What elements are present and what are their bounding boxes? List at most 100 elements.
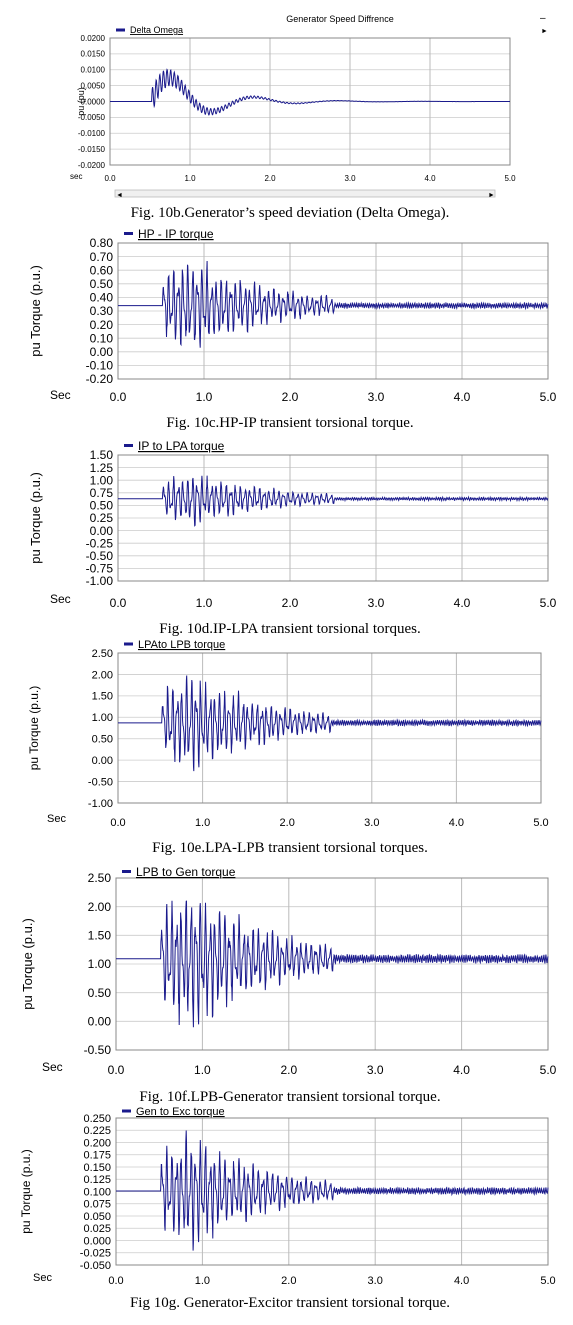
x-tick-label: 0.0 <box>110 596 127 610</box>
y-tick-label: 1.50 <box>90 448 114 462</box>
y-axis-label: pu Torque (p.u.) <box>27 686 41 771</box>
figure-caption: Fig 10g. Generator-Excitor transient tor… <box>130 1295 450 1311</box>
x-tick-label: 1.0 <box>195 817 210 829</box>
minimize-icon: – <box>540 13 546 24</box>
y-tick-label: 0.225 <box>83 1125 111 1137</box>
y-tick-label: -0.025 <box>80 1248 111 1260</box>
y-tick-label: 1.50 <box>88 929 112 943</box>
figure-caption: Fig. 10f.LPB-Generator transient torsion… <box>139 1089 440 1105</box>
y-tick-label: -0.0200 <box>78 161 106 170</box>
y-tick-label: 1.25 <box>90 461 114 475</box>
chart-2: 0.800.700.600.500.400.300.200.100.00-0.1… <box>28 227 557 431</box>
legend-label: IP to LPA torque <box>138 439 225 453</box>
chart-1: 0.0200 0.0150 0.0100 0.0050 0.0000 -0.0050 -0.… <box>70 13 548 221</box>
x-tick-label: 3.0 <box>368 390 385 404</box>
y-tick-label: 1.50 <box>92 691 113 703</box>
y-tick-label: 0.050 <box>83 1211 111 1223</box>
y-tick-label: 0.0150 <box>81 50 106 59</box>
y-tick-label: 0.100 <box>83 1186 111 1198</box>
y-tick-label: 0.200 <box>83 1137 111 1149</box>
y-axis-label: pu (pu) <box>76 87 86 116</box>
x-tick-label: 0.0 <box>108 1275 123 1287</box>
y-tick-label: 0.150 <box>83 1162 111 1174</box>
x-tick-label: 5.0 <box>540 390 557 404</box>
y-tick-label: 0.0000 <box>81 97 106 106</box>
chart-3: 1.501.251.000.750.500.250.00-0.25-0.50-0… <box>28 439 557 637</box>
x-axis-label: Sec <box>47 813 66 825</box>
y-axis-label: pu Torque (p.u.) <box>28 472 43 564</box>
y-tick-label: 0.60 <box>90 263 114 277</box>
y-tick-label: -0.50 <box>88 776 113 788</box>
legend-swatch <box>124 642 133 646</box>
x-tick-label: 2.0 <box>280 817 295 829</box>
y-tick-label: 0.00 <box>90 524 114 538</box>
y-tick-label: 0.000 <box>83 1235 111 1247</box>
y-tick-label: -1.00 <box>88 798 113 810</box>
series-line <box>110 68 510 116</box>
x-tick-label: 5.0 <box>540 596 557 610</box>
y-tick-label: -0.20 <box>86 372 114 386</box>
y-tick-label: -1.00 <box>86 574 114 588</box>
x-tick-label: 5.0 <box>504 174 516 183</box>
x-tick-label: 1.0 <box>196 390 213 404</box>
y-tick-label: 0.075 <box>83 1199 111 1211</box>
y-tick-label: 0.0100 <box>81 66 106 75</box>
x-axis-label: sec <box>70 172 82 181</box>
x-tick-label: 5.0 <box>540 1063 557 1077</box>
legend-label: Delta Omega <box>130 25 183 35</box>
y-tick-label: 2.00 <box>92 669 113 681</box>
figure-caption: Fig. 10c.HP-IP transient torsional torqu… <box>166 415 413 431</box>
figure-caption: Fig. 10e.LPA-LPB transient torsional tor… <box>152 840 428 856</box>
x-tick-label: 3.0 <box>364 817 379 829</box>
y-tick-label: 0.50 <box>90 499 114 513</box>
plot-frame <box>115 877 549 1051</box>
x-tick-label: 0.0 <box>110 390 127 404</box>
y-tick-label: 0.250 <box>83 1113 111 1125</box>
series-line <box>116 900 549 1028</box>
horizontal-scrollbar[interactable] <box>114 189 496 198</box>
x-tick-label: 3.0 <box>368 1275 383 1287</box>
y-tick-label: 0.00 <box>88 1015 112 1029</box>
x-tick-label: 1.0 <box>196 596 213 610</box>
series-line <box>116 1130 549 1251</box>
x-tick-label: 4.0 <box>453 1063 470 1077</box>
y-axis-label: pu Torque (p.u.) <box>19 1149 33 1234</box>
chart-4: 2.50 2.00 1.50 1.00 0.50 0.00 -0.50 -1.00 0.0 1.0… <box>27 639 549 856</box>
y-tick-label: 0.40 <box>90 291 114 305</box>
x-tick-label: 3.0 <box>344 174 356 183</box>
series-line <box>118 675 542 772</box>
y-tick-label: 0.50 <box>88 986 112 1000</box>
y-tick-label: 0.00 <box>90 345 114 359</box>
y-tick-label: 0.025 <box>83 1223 111 1235</box>
x-tick-label: 4.0 <box>454 596 471 610</box>
x-tick-label: 2.0 <box>280 1063 297 1077</box>
x-tick-label: 1.0 <box>195 1275 210 1287</box>
y-tick-label: -0.10 <box>86 359 114 373</box>
chart-5: 2.50 2.00 1.50 1.00 0.50 0.00 -0.50 0.0 1.0 2.0 3.… <box>20 865 557 1105</box>
x-tick-label: 2.0 <box>282 390 299 404</box>
x-tick-label: 3.0 <box>368 596 385 610</box>
x-tick-label: 0.0 <box>110 817 125 829</box>
y-tick-label: 0.70 <box>90 250 114 264</box>
y-tick-label: -0.0150 <box>78 145 106 154</box>
x-tick-label: 1.0 <box>194 1063 211 1077</box>
legend-swatch <box>124 232 133 235</box>
legend-label: LPAto LPB torque <box>138 639 225 651</box>
y-tick-label: 0.00 <box>92 755 113 767</box>
x-axis-label: Sec <box>33 1272 52 1284</box>
x-tick-label: 2.0 <box>281 1275 296 1287</box>
legend-label: Gen to Exc torque <box>136 1106 225 1118</box>
figure-caption: Fig. 10d.IP-LPA transient torsional torq… <box>159 621 421 637</box>
legend-label: HP - IP torque <box>138 227 214 241</box>
x-tick-label: 2.0 <box>264 174 276 183</box>
legend-swatch <box>124 444 133 447</box>
chart-title: Generator Speed Diffrence <box>286 14 393 24</box>
series-line <box>118 475 549 527</box>
plot-frame <box>117 242 549 380</box>
y-tick-label: -0.25 <box>86 536 114 550</box>
y-tick-label: -0.75 <box>86 562 114 576</box>
y-tick-label: 0.30 <box>90 304 114 318</box>
x-tick-label: 2.0 <box>282 596 299 610</box>
y-tick-label: 1.00 <box>92 712 113 724</box>
